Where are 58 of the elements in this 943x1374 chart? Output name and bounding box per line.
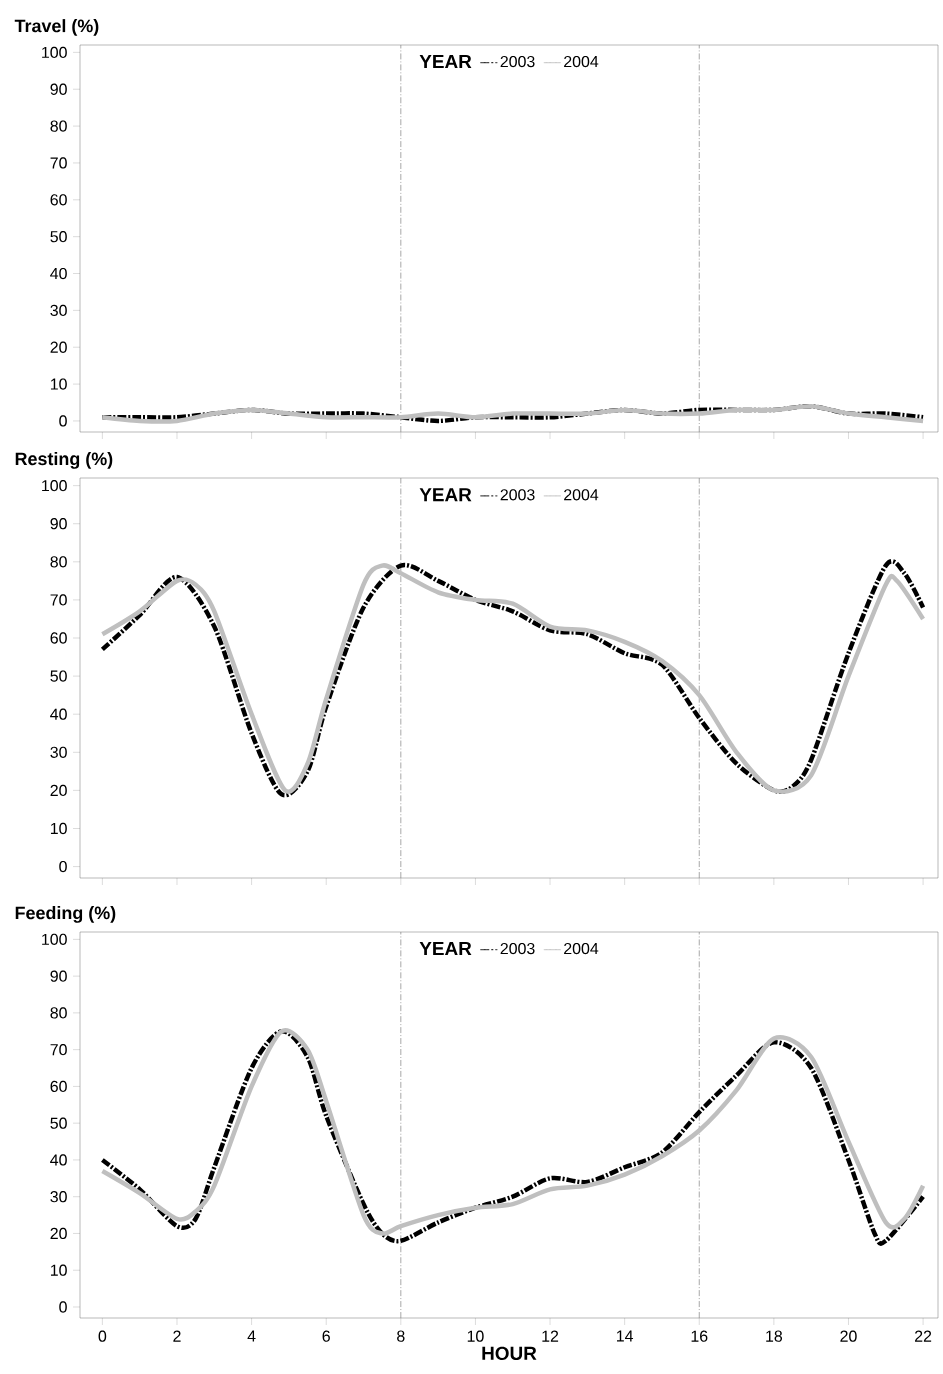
legend-title: YEAR xyxy=(419,488,472,502)
y-tick-label: 100 xyxy=(42,46,67,59)
y-tick-label: 20 xyxy=(50,1227,67,1240)
chart-title: Feeding (%) xyxy=(15,906,116,923)
y-tick-label: 30 xyxy=(50,746,67,758)
y-tick-label: 40 xyxy=(50,267,67,280)
legend-title: YEAR xyxy=(419,55,472,69)
y-tick-label: 10 xyxy=(50,822,67,835)
x-tick-label: 6 xyxy=(322,1330,330,1342)
x-tick-label: 20 xyxy=(840,1330,857,1342)
y-tick-label: 10 xyxy=(50,1264,67,1276)
y-tick-label: 90 xyxy=(50,83,67,95)
y-tick-label: 30 xyxy=(50,304,67,317)
y-tick-label: 70 xyxy=(50,1044,67,1056)
x-tick-label: 8 xyxy=(397,1330,405,1342)
x-tick-label: 4 xyxy=(247,1330,256,1342)
y-tick-label: 100 xyxy=(42,479,67,492)
y-tick-label: 50 xyxy=(50,1117,67,1129)
y-tick-label: 0 xyxy=(59,415,67,427)
y-tick-label: 40 xyxy=(50,1154,67,1166)
x-tick-label: 2 xyxy=(173,1330,181,1342)
chart-title: Travel (%) xyxy=(14,19,99,36)
y-tick-label: 60 xyxy=(50,194,67,206)
y-tick-label: 70 xyxy=(50,594,67,606)
y-tick-label: 80 xyxy=(50,120,67,132)
legend-title: YEAR xyxy=(419,941,472,956)
y-tick-label: 20 xyxy=(50,784,67,797)
x-axis-title: HOUR xyxy=(482,1346,537,1361)
x-tick-label: 12 xyxy=(542,1330,559,1342)
legend-label: 2004 xyxy=(564,55,599,68)
y-tick-label: 50 xyxy=(50,231,67,243)
x-tick-label: 14 xyxy=(617,1330,634,1342)
legend-label: 2003 xyxy=(500,489,535,501)
y-tick-label: 80 xyxy=(50,1007,67,1019)
y-tick-label: 90 xyxy=(50,518,67,530)
legend-label: 2004 xyxy=(564,942,599,955)
legend-label: 2004 xyxy=(564,489,599,501)
x-tick-label: 10 xyxy=(467,1330,484,1342)
y-tick-label: 50 xyxy=(50,670,67,682)
y-tick-label: 10 xyxy=(50,378,67,390)
y-tick-label: 60 xyxy=(50,632,67,644)
y-tick-label: 30 xyxy=(50,1191,67,1203)
y-tick-label: 20 xyxy=(50,341,67,353)
y-tick-label: 0 xyxy=(59,1301,67,1313)
y-tick-label: 40 xyxy=(50,708,67,720)
y-tick-label: 100 xyxy=(42,933,67,946)
y-tick-label: 0 xyxy=(59,860,67,873)
x-tick-label: 0 xyxy=(98,1330,107,1342)
y-tick-label: 60 xyxy=(50,1080,67,1093)
chart-title: Resting (%) xyxy=(15,452,113,469)
x-tick-label: 18 xyxy=(766,1330,783,1342)
y-tick-label: 80 xyxy=(50,556,67,568)
x-tick-label: 16 xyxy=(691,1330,708,1342)
y-tick-label: 90 xyxy=(50,970,67,982)
y-tick-label: 70 xyxy=(50,157,67,169)
x-tick-label: 22 xyxy=(915,1330,932,1342)
legend-label: 2003 xyxy=(500,55,535,68)
legend-label: 2003 xyxy=(500,942,535,955)
